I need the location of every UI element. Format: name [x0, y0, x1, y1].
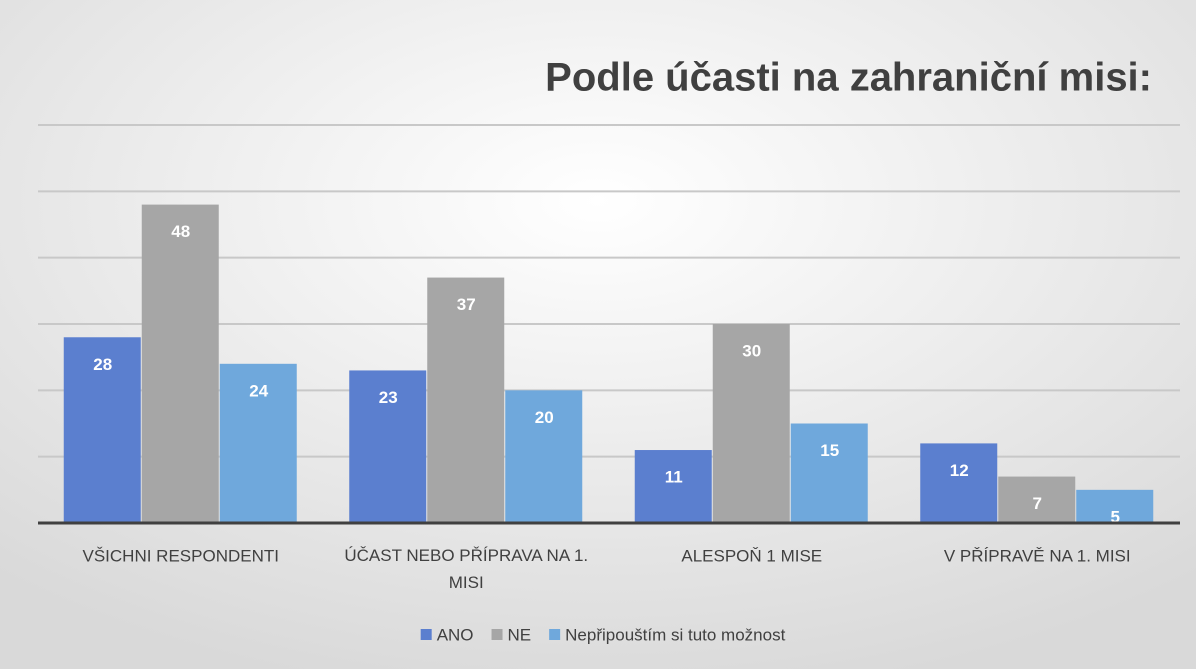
bar: [1076, 489, 1154, 523]
data-label: 12: [950, 461, 969, 480]
bar: [712, 324, 790, 523]
data-label: 28: [93, 355, 112, 374]
bar: [920, 443, 998, 523]
legend-label: Nepřipouštím si tuto možnost: [565, 625, 785, 644]
data-label: 23: [379, 388, 398, 407]
data-label: 5: [1111, 507, 1120, 526]
data-label: 20: [535, 408, 554, 427]
x-tick-label: ALESPOŇ 1 MISE: [681, 546, 822, 565]
bar: [427, 277, 505, 523]
chart-title: Podle účasti na zahraniční misi:: [545, 56, 1152, 100]
legend-label: NE: [508, 625, 532, 644]
bar: [219, 363, 297, 523]
bar: [998, 476, 1076, 523]
x-tick-label-line: MISI: [449, 573, 484, 592]
x-tick-label: ÚČAST NEBO PŘÍPRAVA NA 1. MISI: [344, 546, 588, 592]
data-label: 48: [171, 222, 190, 241]
data-label: 37: [457, 295, 476, 314]
legend-label: ANO: [437, 625, 474, 644]
x-tick-label: VŠICHNI RESPONDENTI: [83, 546, 279, 565]
data-label: 7: [1033, 494, 1042, 513]
data-label: 30: [742, 341, 761, 360]
legend-swatch: [491, 629, 503, 640]
data-label: 24: [249, 381, 268, 400]
data-label: 11: [665, 468, 683, 487]
bar: [349, 370, 427, 523]
x-tick-label-line: ÚČAST NEBO PŘÍPRAVA NA 1.: [344, 546, 588, 565]
bar: [141, 204, 219, 523]
x-tick-label: V PŘÍPRAVĚ NA 1. MISI: [944, 546, 1131, 565]
legend: ANO NE Nepřipouštím si tuto možnost: [420, 625, 786, 644]
legend-swatch: [420, 629, 432, 640]
data-label: 15: [820, 441, 839, 460]
bar: [505, 390, 583, 523]
bar: [634, 450, 712, 523]
bar: [63, 337, 141, 523]
bar: [790, 423, 868, 523]
legend-swatch: [549, 629, 561, 640]
